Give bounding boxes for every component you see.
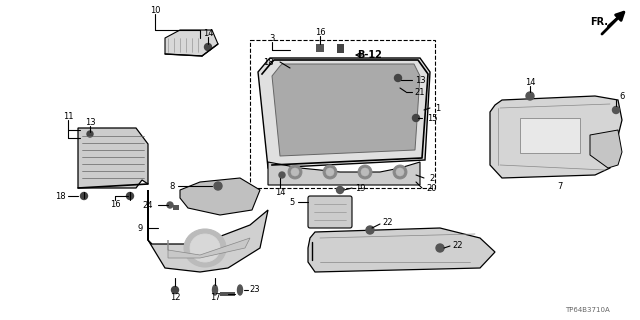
- Ellipse shape: [361, 168, 369, 176]
- Ellipse shape: [413, 115, 419, 122]
- Text: 8: 8: [170, 181, 175, 190]
- Text: 23: 23: [250, 285, 260, 294]
- Ellipse shape: [289, 67, 295, 73]
- Text: 13: 13: [415, 76, 426, 84]
- Bar: [250, 40, 435, 188]
- Text: 16: 16: [109, 199, 120, 209]
- Ellipse shape: [279, 172, 285, 178]
- Ellipse shape: [436, 244, 444, 252]
- Ellipse shape: [337, 187, 344, 194]
- Text: 11: 11: [63, 111, 73, 121]
- Text: FR.: FR.: [590, 17, 608, 27]
- Ellipse shape: [172, 286, 179, 293]
- Text: 13: 13: [84, 117, 95, 126]
- Text: 18: 18: [262, 58, 273, 67]
- Text: 22: 22: [452, 241, 463, 250]
- Text: 19: 19: [355, 183, 365, 193]
- Text: TP64B3710A: TP64B3710A: [565, 307, 610, 313]
- Polygon shape: [308, 228, 495, 272]
- Ellipse shape: [212, 285, 218, 295]
- Bar: [520, 118, 580, 153]
- Polygon shape: [78, 128, 148, 188]
- Ellipse shape: [167, 202, 173, 208]
- Text: 18: 18: [54, 191, 65, 201]
- Ellipse shape: [87, 131, 93, 137]
- Polygon shape: [590, 130, 622, 168]
- Polygon shape: [490, 96, 622, 178]
- Text: 10: 10: [150, 5, 160, 14]
- Text: 3: 3: [269, 34, 275, 43]
- Ellipse shape: [394, 75, 401, 82]
- Polygon shape: [148, 190, 268, 272]
- Text: 16: 16: [315, 28, 325, 36]
- Polygon shape: [268, 162, 420, 185]
- Ellipse shape: [291, 168, 299, 176]
- Ellipse shape: [184, 229, 226, 267]
- Ellipse shape: [526, 92, 534, 100]
- Text: 14: 14: [203, 28, 213, 37]
- Ellipse shape: [81, 193, 88, 199]
- Text: 15: 15: [427, 114, 437, 123]
- Text: 2: 2: [429, 173, 435, 182]
- Text: 14: 14: [275, 188, 285, 196]
- Ellipse shape: [237, 285, 243, 295]
- Ellipse shape: [190, 234, 220, 262]
- Polygon shape: [258, 58, 430, 168]
- Text: 5: 5: [289, 197, 294, 206]
- Text: 22: 22: [383, 218, 393, 227]
- Bar: [173, 204, 179, 210]
- Ellipse shape: [326, 168, 334, 176]
- Bar: [337, 44, 344, 52]
- Ellipse shape: [358, 165, 372, 179]
- Text: B-12: B-12: [358, 50, 383, 60]
- Text: 24: 24: [143, 201, 153, 210]
- Ellipse shape: [366, 226, 374, 234]
- Text: 12: 12: [170, 293, 180, 302]
- Ellipse shape: [612, 107, 620, 114]
- Text: 17: 17: [210, 293, 220, 302]
- Polygon shape: [272, 64, 420, 156]
- Ellipse shape: [396, 168, 404, 176]
- Text: 7: 7: [557, 181, 563, 190]
- Text: 9: 9: [138, 223, 143, 233]
- Text: 6: 6: [620, 92, 625, 100]
- Ellipse shape: [323, 165, 337, 179]
- Text: 14: 14: [525, 77, 535, 86]
- Ellipse shape: [214, 182, 222, 190]
- Text: 20: 20: [427, 183, 437, 193]
- Ellipse shape: [288, 165, 302, 179]
- Polygon shape: [165, 30, 218, 56]
- Ellipse shape: [127, 193, 134, 199]
- Polygon shape: [180, 178, 260, 215]
- Ellipse shape: [393, 165, 407, 179]
- Bar: [316, 44, 324, 52]
- Text: 21: 21: [415, 87, 425, 97]
- Polygon shape: [168, 238, 250, 258]
- Ellipse shape: [205, 44, 211, 51]
- Bar: [220, 292, 235, 296]
- FancyBboxPatch shape: [308, 196, 352, 228]
- Text: 1: 1: [435, 103, 440, 113]
